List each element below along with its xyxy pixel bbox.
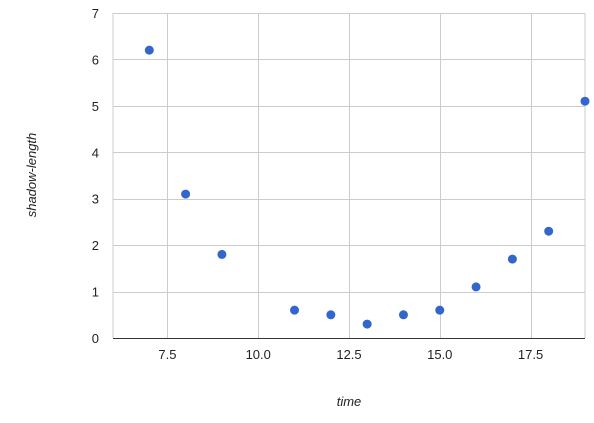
data-point [181, 189, 191, 199]
data-point [144, 45, 154, 55]
y-tick-label: 1 [92, 285, 99, 300]
data-point [471, 282, 481, 292]
data-point [398, 310, 408, 320]
y-axis-label: shadow-length [24, 133, 39, 218]
data-point [580, 96, 590, 106]
data-point [362, 319, 372, 329]
y-tick-label: 3 [92, 192, 99, 207]
grid-lines [112, 13, 586, 339]
x-axis-label: time [337, 394, 362, 409]
data-points [144, 45, 590, 329]
y-axis-ticks: 0 1 2 3 4 5 6 7 [92, 6, 99, 346]
x-tick-label: 15.0 [427, 347, 452, 362]
data-point [290, 305, 300, 315]
data-point [217, 249, 227, 259]
data-point [435, 305, 445, 315]
x-tick-label: 12.5 [336, 347, 361, 362]
x-tick-label: 7.5 [158, 347, 176, 362]
x-tick-label: 17.5 [518, 347, 543, 362]
y-tick-label: 7 [92, 6, 99, 21]
data-point [507, 254, 517, 264]
data-point [544, 226, 554, 236]
data-point [326, 310, 336, 320]
y-tick-label: 2 [92, 238, 99, 253]
x-tick-label: 10.0 [246, 347, 271, 362]
y-tick-label: 4 [92, 145, 99, 160]
y-tick-label: 0 [92, 331, 99, 346]
x-axis-ticks: 7.5 10.0 12.5 15.0 17.5 [158, 347, 543, 362]
y-tick-label: 6 [92, 52, 99, 67]
y-tick-label: 5 [92, 99, 99, 114]
